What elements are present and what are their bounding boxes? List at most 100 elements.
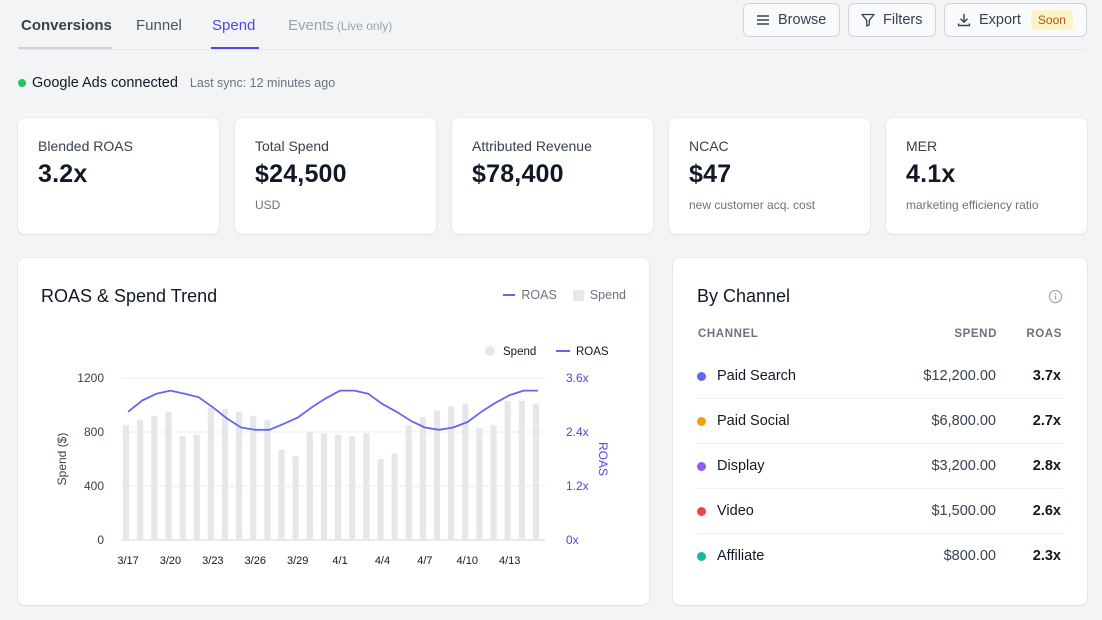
channel-name: Paid Search [717,368,796,384]
kpi-label: NCAC [689,138,729,154]
spend-bar [250,415,257,540]
tab-underline [18,47,112,49]
spend-bar [306,432,313,540]
connection-text: Google Ads connected [32,75,178,91]
kpi-label: MER [906,138,938,154]
list-icon [757,15,769,25]
x-tick-label: 4/1 [332,555,347,567]
kpi-sub: marketing efficiency ratio [906,198,1039,212]
channel-spend: $800.00 [943,548,996,564]
legend-spend: Spend [572,288,626,302]
tab-funnel-label: Funnel [136,17,182,34]
spend-bar [405,425,412,540]
spend-bar [123,425,130,540]
tab-events[interactable]: Events (Live only) [288,17,392,49]
x-tick-label: 4/13 [499,555,520,567]
legend-roas-label: ROAS [521,288,557,302]
channel-color-dot [697,462,706,471]
tab-spend-label: Spend [212,17,256,34]
spend-bar [448,406,455,540]
spend-bar [236,411,243,540]
download-icon [957,14,971,27]
x-tick-label: 4/7 [417,555,432,567]
channel-name: Display [717,458,765,474]
channel-color-dot [697,552,706,561]
filters-label: Filters [883,12,923,28]
spend-bar [532,403,539,540]
kpi-card-blended-roas: Blended ROAS 3.2x [18,118,219,234]
channel-color-dot [697,417,706,426]
channel-roas: 2.7x [1032,413,1061,429]
spend-bar [476,427,483,540]
tab-spend[interactable]: Spend [211,17,260,49]
browse-button[interactable]: Browse [743,3,840,37]
kpi-label: Attributed Revenue [472,138,592,154]
tabs-divider [18,49,1086,50]
soon-badge: Soon [1030,10,1073,30]
browse-label: Browse [778,12,827,28]
trend-title: ROAS & Spend Trend [41,286,218,306]
x-tick-label: 3/17 [117,555,138,567]
kpi-sub: USD [255,198,281,212]
y-axis-label: Spend ($) [55,433,69,486]
export-button[interactable]: Export Soon [944,3,1087,37]
kpi-card-ncac: NCAC $47 new customer acq. cost [669,118,870,234]
header-spend: SPEND [954,328,997,340]
spend-bar [419,417,426,540]
channel-row-paid-social[interactable]: Paid Social $6,800.00 2.7x [697,399,1063,444]
roas-spend-trend-card: ROAS & Spend Trend ROAS Spend 0 400 800 120… [18,258,649,605]
channel-name: Affiliate [717,548,765,564]
legend-roas-label: ROAS [576,346,609,358]
header-channel: CHANNEL [698,328,759,340]
channel-row-display[interactable]: Display $3,200.00 2.8x [697,444,1063,489]
spend-bar [363,433,370,540]
spend-bar [504,400,511,540]
channel-roas: 3.7x [1032,368,1061,384]
y2-tick-label: 0x [566,533,579,547]
filter-icon [861,13,875,27]
by-channel-card: By Channel CHANNEL SPEND ROAS Paid Searc… [673,258,1087,605]
tab-funnel[interactable]: Funnel [136,17,182,49]
kpi-label: Total Spend [255,138,329,154]
spend-bar [278,449,285,540]
kpi-value: 3.2x [38,160,88,188]
channel-name: Paid Social [717,413,790,429]
spend-bar [335,434,342,540]
kpi-label: Blended ROAS [38,138,133,154]
last-sync-text: Last sync: 12 minutes ago [189,76,336,90]
spend-bar [165,411,172,540]
kpi-card-mer: MER 4.1x marketing efficiency ratio [886,118,1087,234]
spend-box-swatch [572,289,584,301]
spend-bar [151,415,158,540]
legend-spend-label: Spend [589,288,626,302]
spend-bar [490,425,497,540]
channel-row-paid-search[interactable]: Paid Search $12,200.00 3.7x [697,354,1063,399]
info-icon[interactable] [1048,289,1063,304]
connected-dot-icon [18,79,26,87]
channel-title: By Channel [697,286,791,306]
roas-line [127,389,538,431]
legend-spend-swatch [485,346,495,356]
header-roas: ROAS [1026,328,1062,340]
filters-button[interactable]: Filters [848,3,936,37]
channel-spend: $6,800.00 [931,413,996,429]
channel-row-video[interactable]: Video $1,500.00 2.6x [697,489,1063,534]
top-bar: Conversions Funnel Spend Events (Live onl… [0,0,1102,50]
kpi-value: $47 [689,160,732,188]
channel-name: Video [717,503,754,519]
channel-spend: $12,200.00 [923,368,996,384]
spend-bar [179,436,186,540]
roas-line-swatch [503,294,516,296]
kpi-value: $78,400 [472,160,564,188]
channel-roas: 2.6x [1032,503,1061,519]
y-tick-label: 1200 [77,371,104,385]
tab-conversions[interactable]: Conversions [18,17,112,49]
spend-bar [207,407,214,540]
channel-row-affiliate[interactable]: Affiliate $800.00 2.3x [697,534,1063,579]
channel-spend: $1,500.00 [931,503,996,519]
kpi-card-total-spend: Total Spend $24,500 USD [235,118,436,234]
spend-bar [377,459,384,540]
spend-bar [518,400,525,540]
spend-bar [433,410,441,540]
tab-active-underline [211,47,260,49]
